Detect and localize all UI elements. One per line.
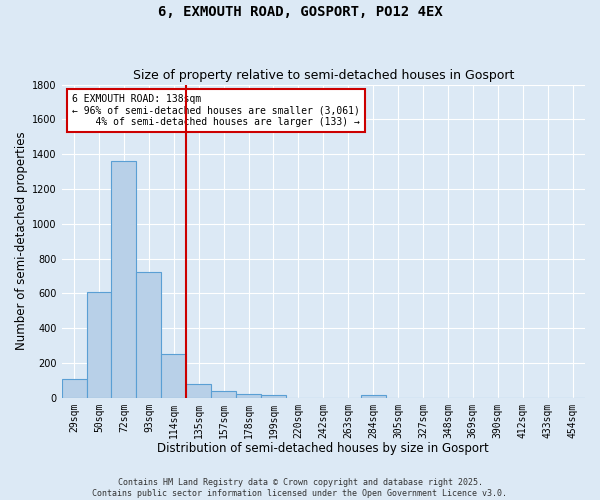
Title: Size of property relative to semi-detached houses in Gosport: Size of property relative to semi-detach… [133, 69, 514, 82]
Bar [186, 384, 211, 398]
Bar [236, 394, 261, 398]
Bar [361, 395, 386, 398]
Bar [211, 391, 236, 398]
Text: 6 EXMOUTH ROAD: 138sqm
← 96% of semi-detached houses are smaller (3,061)
    4% : 6 EXMOUTH ROAD: 138sqm ← 96% of semi-det… [72, 94, 360, 127]
Bar [161, 354, 186, 398]
Y-axis label: Number of semi-detached properties: Number of semi-detached properties [15, 132, 28, 350]
Bar [136, 272, 161, 398]
X-axis label: Distribution of semi-detached houses by size in Gosport: Distribution of semi-detached houses by … [157, 442, 489, 455]
Bar [112, 161, 136, 398]
Bar [261, 396, 286, 398]
Text: 6, EXMOUTH ROAD, GOSPORT, PO12 4EX: 6, EXMOUTH ROAD, GOSPORT, PO12 4EX [158, 5, 442, 19]
Bar [62, 378, 86, 398]
Bar [86, 292, 112, 398]
Text: Contains HM Land Registry data © Crown copyright and database right 2025.
Contai: Contains HM Land Registry data © Crown c… [92, 478, 508, 498]
